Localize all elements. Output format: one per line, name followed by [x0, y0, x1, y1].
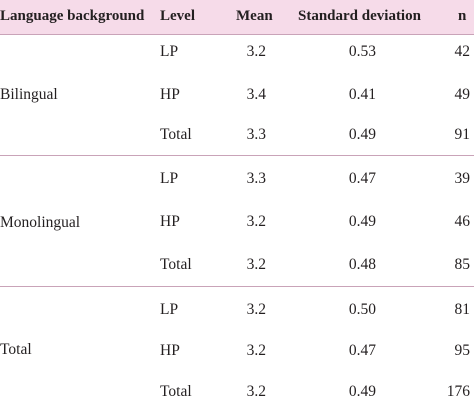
cell-level: HP [160, 342, 180, 359]
header-standard-deviation: Standard deviation [298, 8, 421, 24]
header-language-background: Language background [0, 8, 145, 24]
cell-n: 85 [454, 256, 471, 273]
cell-level: LP [160, 43, 179, 60]
cell-level: Total [160, 383, 192, 400]
cell-n: 42 [454, 43, 471, 60]
cell-level: LP [160, 170, 179, 187]
cell-level: Total [160, 256, 192, 273]
group-label-total: Total [0, 341, 32, 358]
cell-n: 176 [446, 383, 470, 400]
cell-mean: 3.3 [246, 126, 266, 143]
cell-n: 49 [454, 86, 471, 103]
cell-n: 46 [454, 213, 471, 230]
cell-sd: 0.49 [348, 126, 376, 143]
table-row: HP 3.2 0.47 95 [0, 331, 474, 371]
cell-n: 95 [454, 342, 471, 359]
cell-n: 91 [454, 126, 471, 143]
cell-mean: 3.4 [246, 86, 266, 103]
group-separator [0, 155, 474, 156]
cell-sd: 0.50 [348, 301, 376, 318]
header-level: Level [160, 8, 195, 24]
cell-level: HP [160, 213, 180, 230]
table-row: HP 3.4 0.41 49 [0, 75, 474, 115]
table-row: LP 3.2 0.50 81 [0, 290, 474, 330]
header-n: n [458, 8, 467, 24]
table-row: Total 3.2 0.48 85 [0, 245, 474, 285]
cell-mean: 3.2 [246, 213, 266, 230]
cell-sd: 0.49 [348, 213, 376, 230]
cell-mean: 3.2 [246, 43, 266, 60]
cell-sd: 0.53 [348, 43, 376, 60]
cell-sd: 0.47 [348, 170, 376, 187]
table-row: Total 3.2 0.49 176 [0, 372, 474, 412]
cell-sd: 0.47 [348, 342, 376, 359]
table-row: Total 3.3 0.49 91 [0, 115, 474, 155]
cell-mean: 3.2 [246, 301, 266, 318]
cell-mean: 3.2 [246, 256, 266, 273]
table-header: Language background Level Mean Standard … [0, 0, 474, 35]
table-row: LP 3.2 0.53 42 [0, 32, 474, 72]
cell-level: LP [160, 301, 179, 318]
cell-sd: 0.48 [348, 256, 376, 273]
cell-mean: 3.2 [246, 383, 266, 400]
group-label-bilingual: Bilingual [0, 86, 58, 103]
group-label-monolingual: Monolingual [0, 214, 81, 231]
cell-level: Total [160, 126, 192, 143]
cell-mean: 3.2 [246, 342, 266, 359]
cell-mean: 3.3 [246, 170, 266, 187]
cell-n: 81 [454, 301, 471, 318]
cell-level: HP [160, 86, 180, 103]
table-row: HP 3.2 0.49 46 [0, 202, 474, 242]
header-mean: Mean [236, 8, 273, 24]
cell-sd: 0.49 [348, 383, 376, 400]
cell-sd: 0.41 [348, 86, 376, 103]
group-separator [0, 286, 474, 287]
table-row: LP 3.3 0.47 39 [0, 159, 474, 199]
cell-n: 39 [454, 170, 471, 187]
